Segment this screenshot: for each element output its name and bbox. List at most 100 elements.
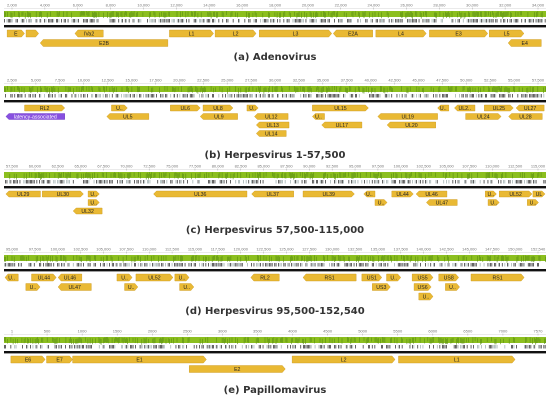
gene-arrow[interactable] — [302, 190, 355, 198]
gene-arrow[interactable] — [429, 29, 488, 38]
gene-feature[interactable]: E7 — [46, 355, 73, 363]
gene-feature[interactable]: U.. — [124, 283, 139, 291]
gene-feature[interactable]: UL5 — [106, 113, 150, 121]
gene-feature[interactable]: L1 — [169, 29, 214, 38]
gene-feature[interactable]: U.. — [4, 273, 19, 282]
gene-arrow[interactable] — [484, 104, 514, 112]
gene-feature[interactable]: U.. — [374, 199, 388, 207]
gene-feature[interactable]: U.. — [174, 273, 190, 282]
gene-arrow[interactable] — [5, 190, 41, 198]
gene-arrow[interactable] — [250, 273, 280, 282]
gene-arrow[interactable] — [375, 29, 427, 38]
gene-arrow[interactable] — [57, 273, 83, 282]
gene-feature[interactable]: U.. — [445, 283, 460, 291]
gene-arrow[interactable] — [25, 29, 39, 38]
gene-arrow[interactable] — [386, 121, 436, 129]
gene-feature[interactable]: UL46 — [415, 190, 448, 198]
gene-arrow[interactable] — [426, 199, 458, 206]
gene-arrow[interactable] — [25, 283, 41, 291]
gene-feature[interactable] — [25, 29, 39, 38]
gene-arrow[interactable] — [532, 190, 546, 198]
gene-feature[interactable]: U.. — [312, 113, 325, 121]
gene-feature[interactable]: U.. — [111, 104, 128, 112]
gene-arrow[interactable] — [374, 199, 388, 206]
gene-feature[interactable]: RS1 — [470, 273, 525, 281]
gene-feature[interactable]: UL12 — [254, 113, 289, 121]
gene-arrow[interactable] — [487, 199, 500, 206]
gene-feature[interactable]: E — [6, 29, 25, 38]
gene-arrow[interactable] — [4, 273, 19, 282]
gene-arrow[interactable] — [106, 113, 150, 120]
gene-feature[interactable]: UL — [532, 190, 546, 198]
gene-arrow[interactable] — [24, 104, 66, 112]
gene-arrow[interactable] — [31, 273, 57, 282]
gene-feature[interactable]: U.. — [116, 273, 133, 281]
gene-feature[interactable]: US6 — [413, 283, 432, 291]
gene-feature[interactable]: UL30 — [42, 190, 84, 198]
gene-feature[interactable]: U.. — [25, 283, 41, 291]
gene-feature[interactable]: UL24 — [465, 113, 502, 121]
gene-arrow[interactable] — [465, 113, 502, 120]
gene-arrow[interactable] — [499, 190, 533, 198]
gene-arrow[interactable] — [57, 283, 92, 291]
gene-arrow[interactable] — [377, 113, 438, 120]
gene-arrow[interactable] — [189, 365, 286, 373]
gene-feature[interactable]: UL20 — [386, 121, 436, 129]
gene-feature[interactable]: RL2 — [250, 273, 280, 282]
gene-arrow[interactable] — [87, 190, 100, 198]
gene-arrow[interactable] — [174, 273, 190, 282]
gene-feature[interactable]: U.. — [87, 199, 100, 207]
gene-feature[interactable]: E3 — [429, 29, 488, 38]
gene-arrow[interactable] — [111, 104, 128, 112]
gene-arrow[interactable] — [6, 29, 25, 38]
gene-feature[interactable]: E2A — [333, 29, 373, 38]
gene-feature[interactable]: UL6 — [170, 104, 201, 112]
gene-feature[interactable]: US8 — [438, 273, 459, 282]
gene-feature[interactable]: E2 — [189, 365, 286, 373]
gene-arrow[interactable] — [251, 190, 294, 198]
gene-arrow[interactable] — [39, 39, 169, 47]
gene-feature[interactable]: UL47 — [57, 283, 92, 291]
gene-arrow[interactable] — [508, 113, 543, 120]
gene-arrow[interactable] — [256, 121, 290, 129]
gene-feature[interactable]: L3 — [259, 29, 332, 38]
gene-arrow[interactable] — [413, 283, 432, 291]
gene-arrow[interactable] — [214, 29, 257, 38]
gene-feature[interactable]: U.. — [246, 104, 259, 112]
gene-feature[interactable]: L5 — [489, 29, 525, 38]
gene-arrow[interactable] — [418, 292, 434, 301]
gene-feature[interactable]: UL44 — [391, 190, 414, 198]
gene-feature[interactable]: US5 — [411, 273, 434, 281]
gene-feature[interactable]: UL39 — [302, 190, 355, 198]
gene-arrow[interactable] — [485, 190, 497, 198]
gene-arrow[interactable] — [42, 190, 84, 198]
gene-arrow[interactable] — [153, 190, 248, 198]
gene-feature[interactable]: UL27 — [515, 104, 545, 112]
gene-feature[interactable]: UL52 — [499, 190, 533, 198]
gene-feature[interactable]: E4 — [507, 39, 542, 47]
gene-arrow[interactable] — [259, 29, 332, 38]
gene-feature[interactable]: E6 — [10, 355, 46, 363]
gene-arrow[interactable] — [5, 113, 65, 120]
gene-feature[interactable]: US1 — [361, 273, 383, 281]
gene-arrow[interactable] — [312, 113, 325, 120]
gene-feature[interactable]: U.. — [179, 283, 195, 291]
gene-arrow[interactable] — [415, 190, 448, 198]
gene-feature[interactable]: UL17 — [321, 121, 363, 129]
gene-arrow[interactable] — [333, 29, 373, 38]
gene-arrow[interactable] — [72, 207, 103, 215]
gene-arrow[interactable] — [507, 39, 542, 47]
gene-feature[interactable]: UL46 — [57, 273, 83, 282]
gene-feature[interactable]: IVa2 — [74, 29, 104, 38]
gene-feature[interactable]: U.. — [418, 292, 434, 301]
gene-arrow[interactable] — [74, 29, 104, 38]
gene-arrow[interactable] — [438, 273, 459, 282]
gene-arrow[interactable] — [489, 29, 525, 38]
gene-arrow[interactable] — [72, 355, 207, 364]
gene-feature[interactable]: UL44 — [31, 273, 57, 282]
gene-arrow[interactable] — [169, 29, 214, 38]
gene-feature[interactable]: L4 — [375, 29, 427, 38]
gene-arrow[interactable] — [527, 199, 539, 206]
gene-feature[interactable]: UL36 — [153, 190, 248, 198]
gene-arrow[interactable] — [363, 190, 376, 198]
